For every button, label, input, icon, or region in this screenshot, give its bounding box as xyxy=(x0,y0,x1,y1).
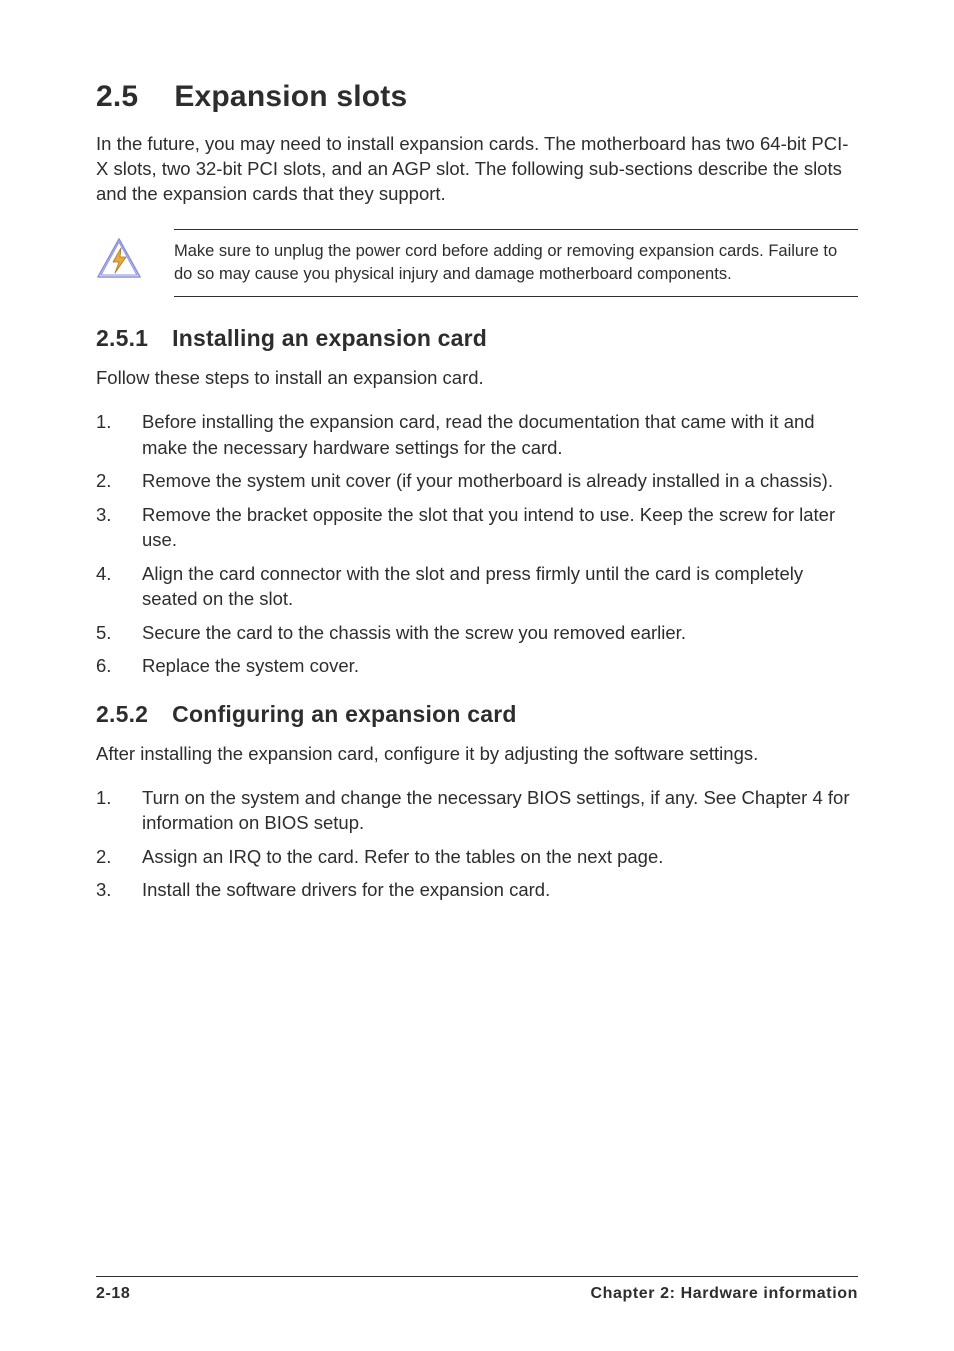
page-number: 2-18 xyxy=(96,1285,130,1303)
step-number: 5. xyxy=(96,620,142,646)
steps-list: 1.Before installing the expansion card, … xyxy=(96,409,858,679)
page-footer: 2-18 Chapter 2: Hardware information xyxy=(96,1276,858,1303)
section-number: 2.5 xyxy=(96,80,138,114)
step-item: 2.Assign an IRQ to the card. Refer to th… xyxy=(96,844,858,870)
chapter-label: Chapter 2: Hardware information xyxy=(590,1285,858,1303)
step-item: 6.Replace the system cover. xyxy=(96,653,858,679)
step-text: Replace the system cover. xyxy=(142,653,858,679)
section-intro: In the future, you may need to install e… xyxy=(96,132,858,207)
subsection-heading: 2.5.2 Configuring an expansion card xyxy=(96,701,858,728)
step-number: 2. xyxy=(96,844,142,870)
step-text: Align the card connector with the slot a… xyxy=(142,561,858,612)
step-item: 3.Remove the bracket opposite the slot t… xyxy=(96,502,858,553)
subsection-title: Installing an expansion card xyxy=(172,325,487,351)
subsection-number: 2.5.1 xyxy=(96,325,148,352)
note-text: Make sure to unplug the power cord befor… xyxy=(174,229,858,297)
step-number: 3. xyxy=(96,502,142,553)
step-item: 5.Secure the card to the chassis with th… xyxy=(96,620,858,646)
section-title: Expansion slots xyxy=(174,80,407,113)
step-number: 1. xyxy=(96,409,142,460)
subsection-lead: Follow these steps to install an expansi… xyxy=(96,366,858,391)
subsection-heading: 2.5.1 Installing an expansion card xyxy=(96,325,858,352)
step-text: Turn on the system and change the necess… xyxy=(142,785,858,836)
step-number: 2. xyxy=(96,468,142,494)
step-item: 4.Align the card connector with the slot… xyxy=(96,561,858,612)
step-number: 4. xyxy=(96,561,142,612)
step-item: 3.Install the software drivers for the e… xyxy=(96,877,858,903)
step-text: Assign an IRQ to the card. Refer to the … xyxy=(142,844,858,870)
warning-bolt-icon xyxy=(96,237,142,286)
subsection-lead: After installing the expansion card, con… xyxy=(96,742,858,767)
subsection-title: Configuring an expansion card xyxy=(172,701,516,727)
document-page: 2.5 Expansion slots In the future, you ma… xyxy=(0,0,954,1351)
step-item: 2.Remove the system unit cover (if your … xyxy=(96,468,858,494)
step-text: Remove the system unit cover (if your mo… xyxy=(142,468,858,494)
step-text: Remove the bracket opposite the slot tha… xyxy=(142,502,858,553)
section-heading: 2.5 Expansion slots xyxy=(96,80,858,114)
step-number: 3. xyxy=(96,877,142,903)
warning-note: Make sure to unplug the power cord befor… xyxy=(96,229,858,297)
subsection-number: 2.5.2 xyxy=(96,701,148,728)
step-text: Install the software drivers for the exp… xyxy=(142,877,858,903)
step-item: 1.Turn on the system and change the nece… xyxy=(96,785,858,836)
step-text: Secure the card to the chassis with the … xyxy=(142,620,858,646)
steps-list: 1.Turn on the system and change the nece… xyxy=(96,785,858,903)
step-item: 1.Before installing the expansion card, … xyxy=(96,409,858,460)
note-icon-column xyxy=(96,229,174,286)
step-number: 1. xyxy=(96,785,142,836)
step-text: Before installing the expansion card, re… xyxy=(142,409,858,460)
step-number: 6. xyxy=(96,653,142,679)
